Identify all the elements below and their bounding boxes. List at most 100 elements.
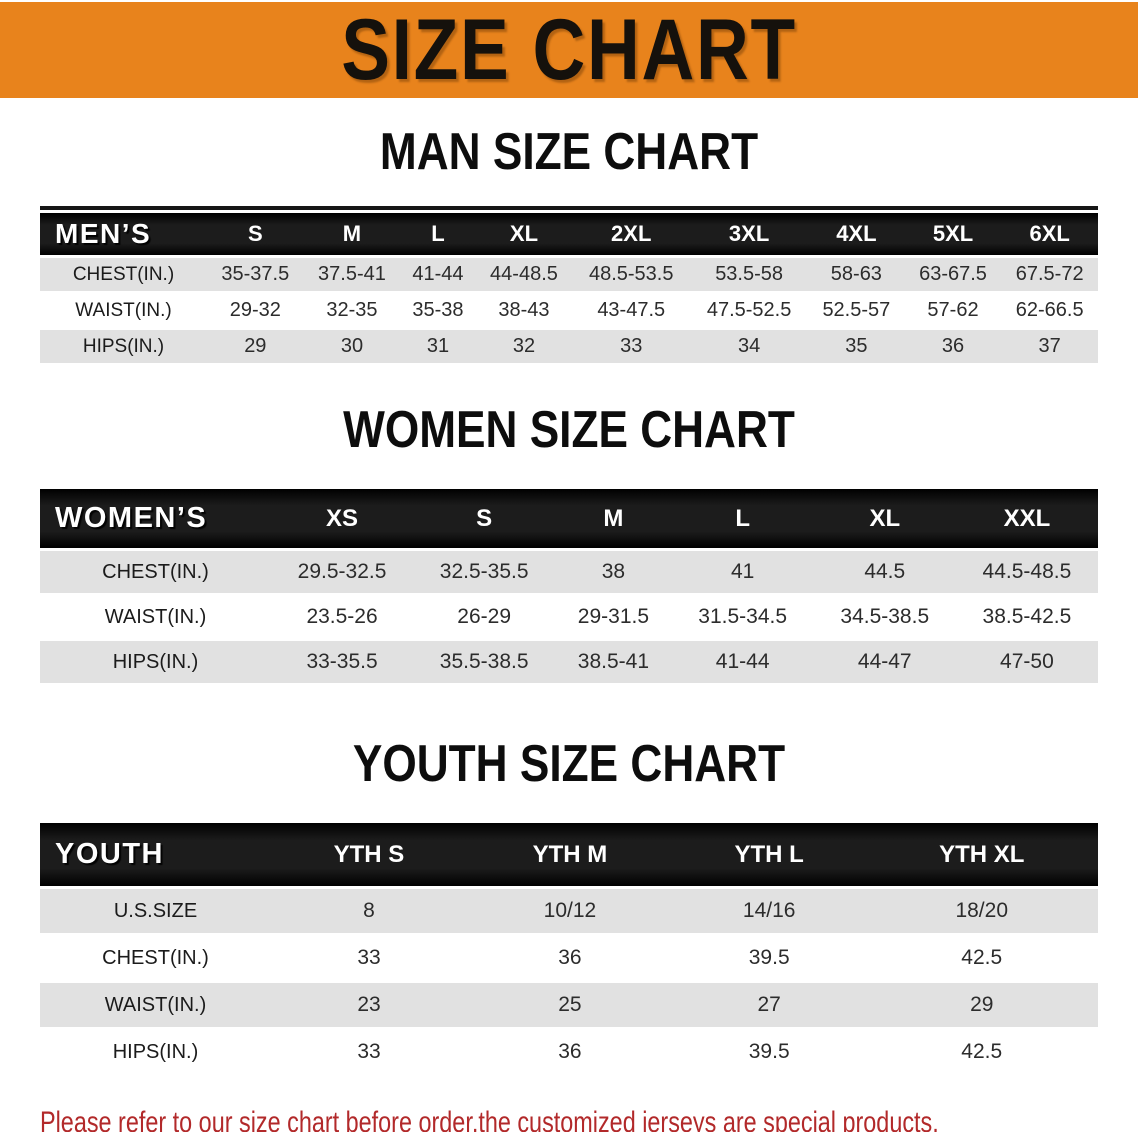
column-header: 4XL	[808, 213, 905, 255]
size-value: 29.5-32.5	[271, 551, 414, 593]
size-value: 26-29	[457, 605, 512, 628]
disclaimer-line-1: Please refer to our size chart before or…	[40, 1106, 939, 1132]
size-value: 48.5-53.5	[572, 258, 691, 291]
size-value: 47.5-52.5	[706, 299, 792, 321]
size-value: 37.5-41	[303, 258, 401, 291]
size-value: 41	[671, 551, 814, 593]
column-header: 2XL	[572, 213, 691, 255]
size-value: 25	[466, 983, 673, 1027]
row-label: CHEST(IN.)	[40, 258, 207, 291]
size-value: 29-32	[229, 299, 281, 321]
size-value: 36	[904, 330, 1002, 363]
row-label: WAIST(IN.)	[40, 983, 271, 1027]
size-value: 38.5-42.5	[982, 605, 1072, 628]
size-value: 18/20	[865, 889, 1098, 933]
table-row: CHEST(IN.) 29.5-32.5 32.5-35.5 38 41 44.5 44.5…	[40, 551, 1098, 593]
table-row: HIPS(IN.) 33-35.5 35.5-38.5 38.5-41 41-44 44-…	[40, 641, 1098, 683]
size-value: 36	[558, 1040, 582, 1063]
column-header: XS	[271, 489, 414, 548]
table-row: CHEST(IN.) 35-37.5 37.5-41 41-44 44-48.5 48.5…	[40, 258, 1098, 291]
size-section-women: WOMEN SIZE CHART WOMEN’S XS S M L XL XXL CHEST(I…	[0, 400, 1138, 686]
size-value: 32.5-35.5	[413, 551, 556, 593]
size-value: 62-66.5	[1015, 299, 1084, 321]
size-value: 41-44	[400, 258, 476, 291]
size-value: 37	[1001, 330, 1098, 363]
size-value: 67.5-72	[1001, 258, 1098, 291]
size-value: 36	[558, 946, 582, 969]
row-label: CHEST(IN.)	[102, 946, 209, 969]
size-section-youth: YOUTH SIZE CHART YOUTH YTH S YTH M YTH L YTH …	[0, 734, 1138, 1077]
section-heading-youth: YOUTH SIZE CHART	[352, 735, 786, 793]
size-value: 33	[357, 946, 381, 969]
table-row: U.S.SIZE 8 10/12 14/16 18/20	[40, 889, 1098, 933]
table-body-women: CHEST(IN.) 29.5-32.5 32.5-35.5 38 41 44.5 44.5…	[40, 551, 1098, 683]
column-header: L	[671, 489, 814, 548]
column-header: XL	[475, 213, 573, 255]
size-value: 63-67.5	[904, 258, 1002, 291]
size-value: 35	[808, 330, 905, 363]
table-row: WAIST(IN.) 23 25 27 29	[40, 983, 1098, 1027]
size-value: 34	[690, 330, 809, 363]
size-value: 35-38	[412, 299, 464, 321]
row-label: HIPS(IN.)	[112, 1040, 199, 1063]
section-heading-women: WOMEN SIZE CHART	[343, 401, 795, 459]
row-label: WAIST(IN.)	[75, 299, 172, 321]
size-value: 31.5-34.5	[698, 605, 788, 628]
section-heading-men: MAN SIZE CHART	[379, 123, 759, 181]
column-header: 3XL	[690, 213, 809, 255]
size-value: 33	[357, 1040, 381, 1063]
size-value: 35-37.5	[207, 258, 304, 291]
row-label: WAIST(IN.)	[104, 605, 207, 628]
size-value: 23.5-26	[306, 605, 378, 628]
size-value: 38	[555, 551, 672, 593]
corner-label: MEN’S	[40, 213, 207, 255]
size-value: 39.5	[748, 946, 790, 969]
size-value: 32-35	[326, 299, 378, 321]
table-row: WAIST(IN.) 29-32 32-35 35-38 38-43 43-47.5 47.…	[40, 294, 1098, 327]
size-value: 35.5-38.5	[413, 641, 556, 683]
size-value: 52.5-57	[822, 299, 891, 321]
banner: SIZE CHART	[0, 2, 1138, 98]
size-value: 38.5-41	[555, 641, 672, 683]
column-header: S	[207, 213, 304, 255]
corner-label: YOUTH	[40, 823, 271, 886]
size-value: 44-48.5	[475, 258, 573, 291]
size-value: 33-35.5	[271, 641, 414, 683]
table-row: WAIST(IN.) 23.5-26 26-29 29-31.5 31.5-34.5 34…	[40, 596, 1098, 638]
corner-label: WOMEN’S	[40, 489, 271, 548]
header-row: YOUTH YTH S YTH M YTH L YTH XL	[40, 823, 1098, 886]
size-table-women: WOMEN’S XS S M L XL XXL CHEST(IN.) 29.5-32.5 32.5…	[40, 486, 1098, 686]
size-value: 41-44	[671, 641, 814, 683]
table-body-men: CHEST(IN.) 35-37.5 37.5-41 41-44 44-48.5 48.5…	[40, 258, 1098, 363]
table-head-women: WOMEN’S XS S M L XL XXL	[40, 489, 1098, 548]
size-value: 33	[572, 330, 691, 363]
size-value: 47-50	[955, 641, 1098, 683]
size-value: 57-62	[927, 299, 979, 321]
column-header: YTH L	[672, 823, 866, 886]
column-header: YTH S	[271, 823, 467, 886]
table-row: HIPS(IN.) 33 36 39.5 42.5	[40, 1030, 1098, 1074]
table-body-youth: U.S.SIZE 8 10/12 14/16 18/20 CHEST(IN.) 33 36 39…	[40, 889, 1098, 1074]
column-header: XL	[813, 489, 956, 548]
row-label: CHEST(IN.)	[40, 551, 271, 593]
size-value: 34.5-38.5	[840, 605, 930, 628]
column-header: 6XL	[1001, 213, 1098, 255]
table-row: CHEST(IN.) 33 36 39.5 42.5	[40, 936, 1098, 980]
size-value: 42.5	[961, 946, 1003, 969]
size-value: 43-47.5	[597, 299, 666, 321]
table-head-youth: YOUTH YTH S YTH M YTH L YTH XL	[40, 823, 1098, 886]
size-value: 44-47	[813, 641, 956, 683]
table-row: HIPS(IN.) 29 30 31 32 33 34 35 36 37	[40, 330, 1098, 363]
size-value: 29	[865, 983, 1098, 1027]
size-value: 23	[271, 983, 467, 1027]
size-value: 53.5-58	[690, 258, 809, 291]
row-label: HIPS(IN.)	[40, 330, 207, 363]
column-header: 5XL	[904, 213, 1002, 255]
column-header: S	[413, 489, 556, 548]
disclaimer: Please refer to our size chart before or…	[40, 1099, 1138, 1132]
size-value: 44.5	[813, 551, 956, 593]
size-section-men: MAN SIZE CHART MEN’S S M L XL 2XL 3XL 4XL 5XL 6XL C…	[0, 122, 1138, 366]
banner-title: SIZE CHART	[341, 1, 797, 98]
size-chart-sections: MAN SIZE CHART MEN’S S M L XL 2XL 3XL 4XL 5XL 6XL C…	[0, 122, 1138, 1077]
size-value: 42.5	[961, 1040, 1003, 1063]
